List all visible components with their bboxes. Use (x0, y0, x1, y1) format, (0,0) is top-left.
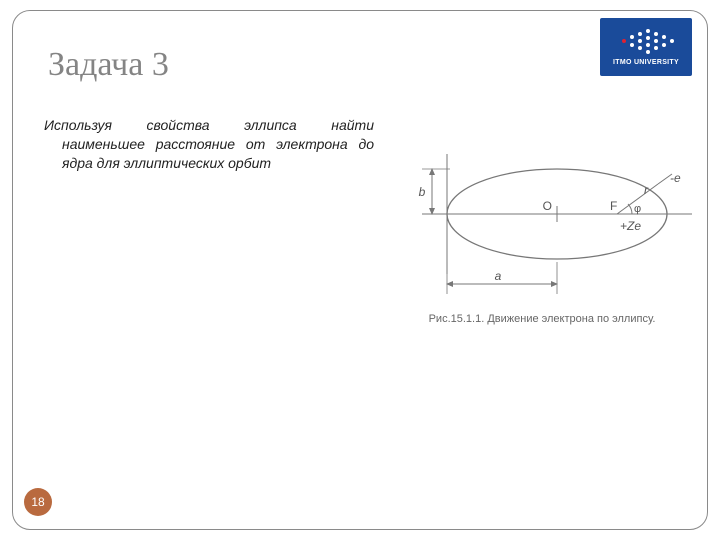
slide-title: Задача 3 (48, 46, 169, 84)
label-F: F (610, 199, 617, 213)
itmo-logo: ITMO UNIVERSITY (600, 18, 692, 76)
label-O: O (543, 199, 552, 213)
ellipse-svg: a b O F r φ -e +Ze (392, 144, 692, 304)
problem-text: Используя свойства эллипса найти наимень… (44, 116, 374, 173)
body-rest: наименьшее расстояние от электрона до яд… (44, 135, 374, 173)
label-b: b (419, 185, 426, 199)
label-Ze: +Ze (620, 219, 641, 233)
label-phi: φ (634, 203, 641, 215)
page-number: 18 (31, 495, 44, 509)
ellipse-figure: a b O F r φ -e +Ze Рис.15.1.1. Движение … (392, 144, 692, 334)
label-e: -e (670, 171, 681, 185)
logo-dots (616, 29, 676, 57)
label-a: a (495, 269, 502, 283)
logo-text: ITMO UNIVERSITY (613, 59, 679, 66)
body-first-line: Используя свойства эллипса найти (44, 116, 374, 135)
page-number-badge: 18 (24, 488, 52, 516)
figure-caption: Рис.15.1.1. Движение электрона по эллипс… (392, 313, 692, 325)
label-r: r (644, 183, 649, 197)
